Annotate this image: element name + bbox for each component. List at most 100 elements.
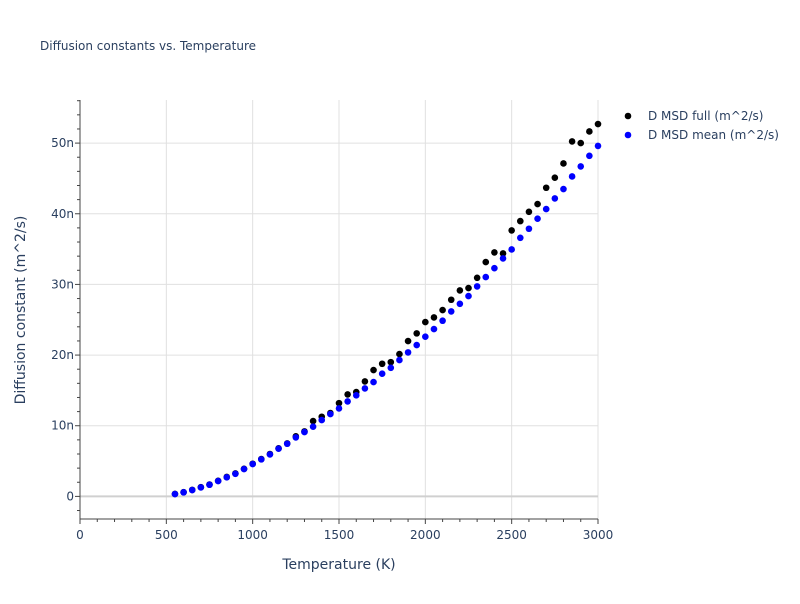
data-point [240, 465, 248, 473]
data-point [586, 152, 593, 160]
data-point [387, 364, 395, 372]
data-point [577, 163, 585, 170]
data-point [370, 366, 377, 374]
data-point [517, 234, 524, 242]
y-tick-label: 50n [51, 136, 74, 150]
data-point [275, 445, 282, 452]
data-point [594, 120, 602, 128]
legend[interactable]: D MSD full (m^2/s) D MSD mean (m^2/s) [624, 109, 779, 142]
data-point [586, 128, 593, 135]
data-point [430, 314, 438, 321]
data-point [465, 284, 472, 292]
data-point [309, 423, 317, 431]
data-point [473, 283, 481, 290]
x-tick-label: 3000 [583, 528, 614, 542]
data-point [491, 264, 498, 272]
data-point [534, 200, 541, 208]
axes: 0 500 1000 1500 2000 2500 3000 0 10n 20n 30n 40n 50n [51, 100, 613, 542]
data-point [517, 217, 524, 225]
data-point [447, 308, 455, 315]
data-point [344, 398, 351, 405]
data-point [430, 325, 438, 333]
data-point [491, 249, 498, 256]
data-point [292, 434, 300, 441]
x-tick-label: 500 [155, 528, 178, 542]
data-point [378, 370, 386, 378]
data-point [465, 292, 472, 300]
legend-label: D MSD full (m^2/s) [648, 109, 763, 123]
y-tick-label: 20n [51, 348, 74, 362]
legend-label: D MSD mean (m^2/s) [648, 128, 779, 142]
legend-marker [624, 112, 632, 120]
data-point [499, 255, 507, 262]
data-point [508, 227, 515, 234]
y-tick-label: 0 [66, 489, 74, 503]
data-point [396, 350, 403, 358]
data-point [361, 378, 369, 385]
data-point [387, 358, 395, 366]
data-point [344, 391, 351, 398]
data-point [396, 356, 403, 364]
data-point [456, 287, 464, 294]
data-point [223, 474, 231, 481]
data-point [188, 486, 196, 494]
data-point [499, 250, 507, 257]
data-points [171, 120, 602, 498]
data-point [413, 330, 421, 337]
y-tick-label: 40n [51, 207, 74, 221]
data-point [560, 185, 567, 193]
data-point [206, 481, 213, 489]
data-point [456, 300, 464, 308]
data-point [542, 184, 550, 192]
data-point [568, 173, 576, 180]
data-point [361, 385, 369, 392]
data-point [568, 138, 576, 145]
data-point [249, 460, 256, 468]
data-point [560, 160, 567, 167]
legend-marker [624, 131, 632, 139]
data-point [594, 142, 602, 150]
y-tick-label: 30n [51, 277, 74, 291]
data-point [577, 139, 585, 147]
data-point [327, 410, 334, 418]
data-point [542, 205, 550, 213]
data-point [283, 440, 291, 448]
data-point [404, 349, 412, 356]
data-point [413, 341, 421, 349]
data-point [370, 378, 377, 386]
x-tick-label: 0 [76, 528, 84, 542]
data-point [439, 306, 446, 314]
data-point [534, 215, 541, 223]
data-point [180, 489, 187, 496]
data-point [309, 417, 317, 425]
chart-title: Diffusion constants vs. Temperature [40, 39, 256, 53]
x-axis-label: Temperature (K) [281, 557, 395, 573]
data-point [378, 360, 386, 368]
y-axis-label: Diffusion constant (m^2/s) [13, 216, 29, 405]
data-point [422, 318, 429, 326]
data-point [301, 428, 308, 436]
y-tick-label: 10n [51, 419, 74, 433]
data-point [352, 392, 360, 399]
grid [80, 100, 599, 519]
data-point [266, 451, 274, 458]
data-point [482, 258, 490, 266]
data-point [551, 195, 559, 202]
data-point [525, 225, 533, 233]
data-point [439, 317, 446, 325]
data-point [335, 405, 343, 412]
data-point [232, 470, 239, 478]
data-point [404, 337, 412, 345]
data-point [473, 274, 481, 282]
data-point [258, 456, 265, 463]
x-tick-label: 2500 [496, 528, 527, 542]
data-point [447, 296, 455, 304]
data-point [318, 416, 326, 424]
data-point [214, 477, 222, 485]
x-tick-label: 2000 [410, 528, 441, 542]
x-tick-label: 1000 [237, 528, 268, 542]
data-point [482, 273, 490, 281]
data-point [335, 399, 343, 407]
data-point [508, 246, 515, 253]
